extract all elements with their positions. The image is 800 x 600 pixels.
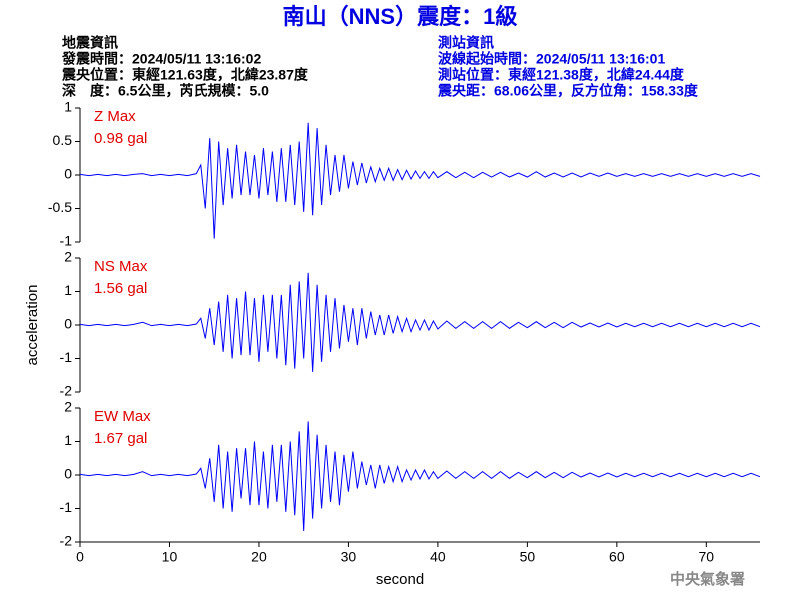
panel-label: EW Max [94,408,151,425]
y-tick-label: 0.5 [53,132,73,148]
info-line: 波線起始時間：2024/05/11 13:16:01 [438,51,665,67]
waveform [79,272,761,372]
x-axis-label: second [376,571,424,588]
waveform [79,122,761,239]
x-tick-label: 40 [430,549,446,565]
info-line: 震央距：68.06公里，反方位角：158.33度 [437,83,699,99]
x-tick-label: 50 [520,549,536,565]
x-tick-label: 70 [699,549,715,565]
info-line: 地震資訊 [62,35,118,51]
y-tick-label: 0 [64,166,72,182]
y-tick-label: 1 [64,432,72,448]
y-tick-label: -1 [60,349,73,365]
y-tick-label: -1 [60,233,73,249]
info-line: 震央位置：東經121.63度，北緯23.87度 [61,67,309,83]
waveform [79,421,761,531]
y-tick-label: 2 [64,399,72,415]
y-axis-label: acceleration [24,285,41,366]
y-tick-label: 0 [64,316,72,332]
info-line: 深 度：6.5公里，芮氏規模：5.0 [62,83,269,99]
info-line: 發震時間：2024/05/11 13:16:02 [61,51,261,67]
x-tick-label: 20 [251,549,267,565]
panel-max: 1.56 gal [94,280,147,297]
y-tick-label: 0 [64,466,72,482]
panel-label: Z Max [94,108,136,125]
footer: 中央氣象署 [670,570,745,588]
y-tick-label: -1 [60,499,73,515]
info-line: 測站位置：東經121.38度，北緯24.44度 [438,67,685,83]
x-tick-label: 60 [609,549,625,565]
x-tick-label: 0 [76,549,84,565]
y-tick-label: 2 [64,249,72,265]
panel-max: 0.98 gal [94,130,147,147]
x-tick-label: 10 [162,549,178,565]
y-tick-label: 1 [64,99,72,115]
chart-title: 南山（NNS）震度：1級 [283,4,518,29]
panel-max: 1.67 gal [94,430,147,447]
info-line: 測站資訊 [438,35,494,51]
panel-label: NS Max [94,258,148,275]
y-tick-label: 1 [64,282,72,298]
y-tick-label: -0.5 [48,199,72,215]
y-tick-label: -2 [60,383,73,399]
y-tick-label: -2 [60,533,73,549]
x-tick-label: 30 [341,549,357,565]
